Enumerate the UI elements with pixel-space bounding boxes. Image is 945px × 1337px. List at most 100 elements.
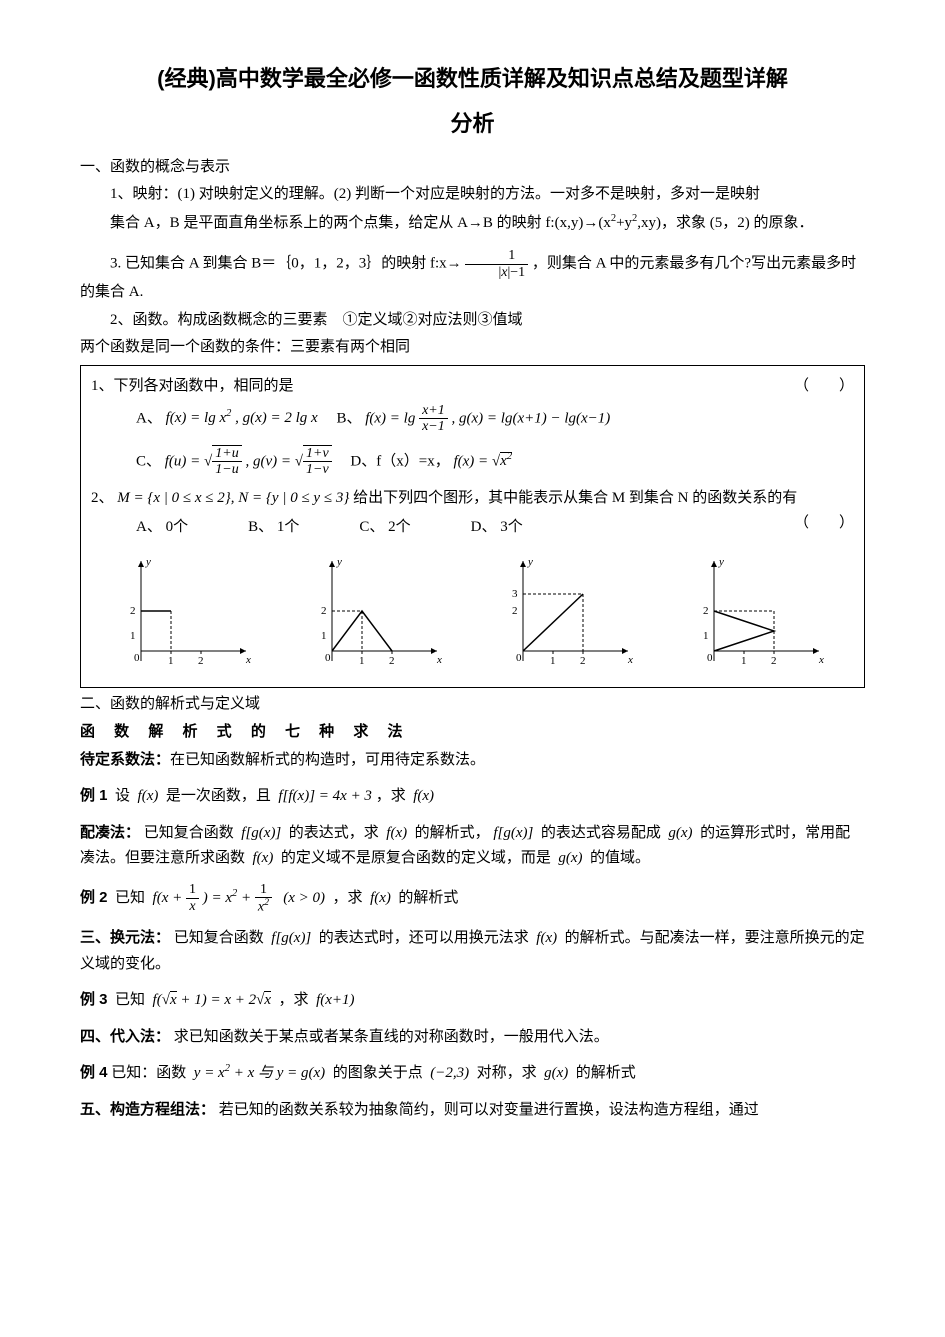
svg-text:2: 2	[703, 605, 709, 617]
text: 3. 已知集合 A 到集合 B＝｛0，1，2，3｝的映射 f:x→	[110, 256, 462, 272]
sqrt-icon: √	[204, 453, 212, 469]
graph-4: 0 x y 1 2 1 2	[689, 551, 829, 671]
section-1-head: 一、函数的概念与表示	[80, 155, 865, 181]
blank-paren: （ ）	[794, 511, 854, 537]
fraction: 1+u 1−u	[212, 446, 241, 478]
sqrt-body: 1+v 1−v	[303, 445, 332, 478]
section-3: 三、换元法： 已知复合函数 f[g(x)] 的表达式时，还可以用换元法求 f(x…	[80, 925, 865, 977]
graph-2: 0 x y 1 2 1 2	[307, 551, 447, 671]
example-2: 例 2 已知 f(x + 1 x ) = x2 + 1 x2 (x > 0) ，…	[80, 882, 865, 915]
text: 的表达式容易配成	[541, 825, 661, 841]
formula: f(x +	[149, 890, 186, 906]
ex-label: 例 4	[80, 1064, 108, 1081]
denominator: x−1	[419, 419, 448, 434]
box-q2: 2、 M = {x | 0 ≤ x ≤ 2}, N = {y | 0 ≤ y ≤…	[91, 486, 854, 512]
formula: ) = x2 +	[203, 890, 255, 906]
opt-b-label: B、	[336, 410, 361, 426]
text: 的解析式，	[415, 825, 490, 841]
opt-d-label: D、f（x）=x，	[350, 453, 449, 469]
section-4: 四、代入法： 求已知函数关于某点或者某条直线的对称函数时，一般用代入法。	[80, 1024, 865, 1051]
text: 已知：函数	[111, 1065, 186, 1081]
text: 是一次函数，且	[166, 788, 271, 804]
sqrt-body: 1+u 1−u	[212, 445, 241, 478]
box-q1: 1、下列各对函数中，相同的是 （ ）	[91, 374, 854, 400]
formula: f(x) = lg	[365, 410, 419, 426]
text: 已知复合函数	[144, 825, 234, 841]
ex-label: 例 3	[80, 991, 108, 1008]
formula: f[g(x)]	[268, 930, 316, 946]
svg-text:0: 0	[516, 652, 522, 664]
opt-a: A、 0个	[136, 515, 188, 541]
svg-text:y: y	[145, 556, 151, 568]
svg-text:0: 0	[325, 652, 331, 664]
text: 若已知的函数关系较为抽象简约，则可以对变量进行置换，设法构造方程组，通过	[219, 1102, 759, 1118]
text: 集合 A，B 是平面直角坐标系上的两个点集，给定从 A→B 的映射 f:(x,y…	[110, 215, 611, 231]
opt-c: C、 2个	[359, 515, 410, 541]
svg-text:0: 0	[707, 652, 713, 664]
svg-text:x: x	[818, 654, 824, 666]
ex-label: 例 1	[80, 787, 108, 804]
formula: f(x) = √x2	[453, 452, 512, 469]
text: 的表达式时，还可以用换元法求	[319, 930, 529, 946]
fraction: 1 x	[186, 882, 199, 914]
opt-d: D、 3个	[471, 515, 523, 541]
formula: f(x)	[366, 890, 394, 906]
text: ，求	[279, 992, 309, 1008]
svg-text:y: y	[336, 556, 342, 568]
label: 配凑法：	[80, 824, 140, 841]
svg-text:1: 1	[703, 630, 709, 642]
fraction: 1 |x|−1	[465, 248, 528, 280]
formula: f(x)	[533, 930, 561, 946]
example-4: 例 4 已知：函数 y = x2 + x 与 y = g(x) 的图象关于点 (…	[80, 1060, 865, 1087]
text: 给出下列四个图形，其中能表示从集合 M 到集合 N 的函数关系的有	[353, 490, 797, 506]
formula: f(x+1)	[312, 992, 354, 1008]
box-q2-options: A、 0个 B、 1个 C、 2个 D、 3个	[136, 515, 794, 541]
svg-text:1: 1	[359, 655, 365, 667]
formula: g(x)	[540, 1065, 572, 1081]
formula: y = x2 + x 与 y = g(x)	[190, 1065, 329, 1081]
formula: M = {x | 0 ≤ x ≤ 2}, N = {y | 0 ≤ y ≤ 3}	[117, 490, 349, 506]
svg-text:1: 1	[168, 655, 174, 667]
text: 2、	[91, 490, 114, 506]
text: 在已知函数解析式的构造时，可用待定系数法。	[170, 752, 485, 768]
svg-text:2: 2	[771, 655, 777, 667]
denominator: |x|−1	[465, 265, 528, 280]
text: 已知复合函数	[174, 930, 264, 946]
fraction: x+1 x−1	[419, 403, 448, 435]
formula: f[g(x)]	[493, 825, 537, 841]
svg-text:x: x	[627, 654, 633, 666]
svg-text:x: x	[245, 654, 251, 666]
svg-text:2: 2	[130, 605, 136, 617]
formula: , g(v) =	[245, 453, 294, 469]
label: 三、换元法：	[80, 929, 170, 946]
text: +y	[616, 215, 632, 231]
formula: f(x)	[409, 788, 434, 804]
page-title: (经典)高中数学最全必修一函数性质详解及知识点总结及题型详解	[80, 60, 865, 97]
svg-text:1: 1	[550, 655, 556, 667]
svg-text:2: 2	[512, 605, 518, 617]
formula: f[f(x)] = 4x + 3	[275, 788, 372, 804]
label: 五、构造方程组法：	[80, 1101, 215, 1118]
svg-text:1: 1	[321, 630, 327, 642]
label: 待定系数法：	[80, 751, 170, 768]
svg-text:2: 2	[198, 655, 204, 667]
text: 的解析式	[398, 890, 458, 906]
formula: f(x) = lg x2 , g(x) = 2 lg x	[166, 410, 318, 426]
opt-a-label: A、	[136, 410, 162, 426]
numerator: 1+v	[303, 446, 332, 462]
numerator: 1+u	[212, 446, 241, 462]
numerator: 1	[465, 248, 528, 264]
formula: g(x)	[665, 825, 697, 841]
formula: f(x)	[383, 825, 411, 841]
text: 的表达式，求	[289, 825, 379, 841]
graph-1: 0 x y 1 2 1 2	[116, 551, 256, 671]
svg-text:y: y	[718, 556, 724, 568]
example-box: 1、下列各对函数中，相同的是 （ ） A、 f(x) = lg x2 , g(x…	[80, 365, 865, 688]
formula: g(x)	[555, 850, 587, 866]
text: 已知	[115, 992, 145, 1008]
svg-text:1: 1	[741, 655, 747, 667]
s1-p2: 集合 A，B 是平面直角坐标系上的两个点集，给定从 A→B 的映射 f:(x,y…	[80, 210, 865, 237]
text: ，求	[376, 788, 406, 804]
formula: f[g(x)]	[238, 825, 286, 841]
s1-p1: 1、映射：(1) 对映射定义的理解。(2) 判断一个对应是映射的方法。一对多不是…	[80, 182, 865, 208]
